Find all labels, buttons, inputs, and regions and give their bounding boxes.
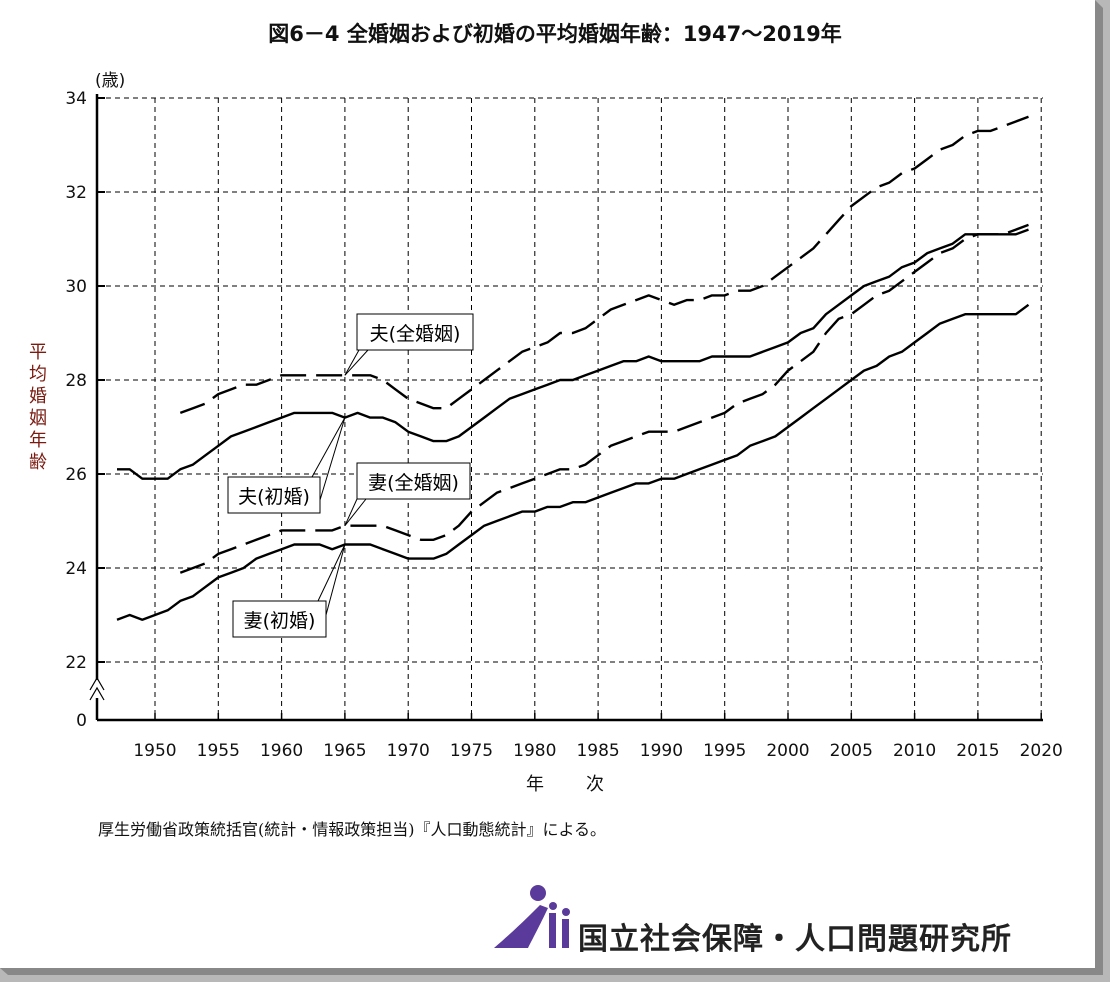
x-tick-label: 1970 [387,741,430,761]
callout-box [232,600,327,638]
callout-leader [319,417,346,501]
organization-logo-text: 国立社会保障・人口問題研究所 [578,922,1012,957]
x-tick-label: 2000 [766,741,809,761]
y-tick-label: 28 [65,371,87,391]
series-label: 妻(初婚) [244,610,316,632]
tick-labels: 1950 1955 1960 1965 1970 1975 1980 1985 1990 1995… [65,89,1062,761]
x-tick-label: 2020 [1020,741,1063,761]
callout-label: 夫(初婚) [227,417,346,514]
callout-box [356,462,471,500]
y-tick-label: 24 [65,559,87,579]
series-line-2 [117,228,1029,480]
callout-leader [311,417,346,478]
x-axis-label: 年 次 [526,774,606,795]
callout-leader [317,544,346,602]
x-tick-label: 1965 [323,741,366,761]
callout-leader [344,498,358,526]
x-tick-label: 2005 [830,741,873,761]
x-tick-label: 1955 [197,741,240,761]
series-lines [116,115,1030,621]
callout-leader [344,349,360,376]
y-tick-label: 26 [65,465,87,485]
x-tick-label: 2015 [956,741,999,761]
callout-leader [344,349,369,376]
callout-leader [325,544,346,616]
callout-leader [344,498,367,527]
y-tick-label: 32 [65,183,87,203]
y-tick-label: 22 [65,653,87,673]
x-tick-label: 2010 [893,741,936,761]
series-label: 妻(全婚姻) [368,472,459,494]
series-label: 夫(全婚姻) [370,323,461,345]
axes [89,94,1043,722]
logo-icon [494,885,570,948]
callout-label: 妻(全婚姻) [344,462,471,527]
series-line-3 [179,223,1029,574]
grid [97,97,1043,720]
callout-label: 妻(初婚) [232,544,346,638]
series-label: 夫(初婚) [238,486,310,508]
x-tick-label: 1990 [640,741,683,761]
y-tick-label: 34 [65,89,87,109]
y-axis-label: 平均婚姻年齢 [29,342,47,473]
series-line-4 [116,303,1030,621]
x-tick-label: 1995 [703,741,746,761]
callout-box [227,476,321,514]
callouts: 夫(全婚姻) 夫(初婚) 妻(全婚姻) 妻(初婚) [227,313,474,638]
y-tick-label: 0 [76,711,87,731]
series-line-1 [179,115,1029,415]
y-tick-label: 30 [65,277,87,297]
x-tick-label: 1975 [450,741,493,761]
x-tick-label: 1950 [133,741,176,761]
x-tick-label: 1985 [576,741,619,761]
chart-title: 図6－4 全婚姻および初婚の平均婚姻年齢：1947～2019年 [268,22,842,46]
x-tick-label: 1980 [513,741,556,761]
source-note: 厚生労働省政策統括官(統計・情報政策担当)『人口動態統計』による。 [98,820,607,839]
x-tick-label: 1960 [260,741,303,761]
axis-break-icon [89,676,105,701]
callout-label: 夫(全婚姻) [344,313,474,376]
callout-box [356,313,474,351]
y-unit: (歳) [95,71,126,91]
